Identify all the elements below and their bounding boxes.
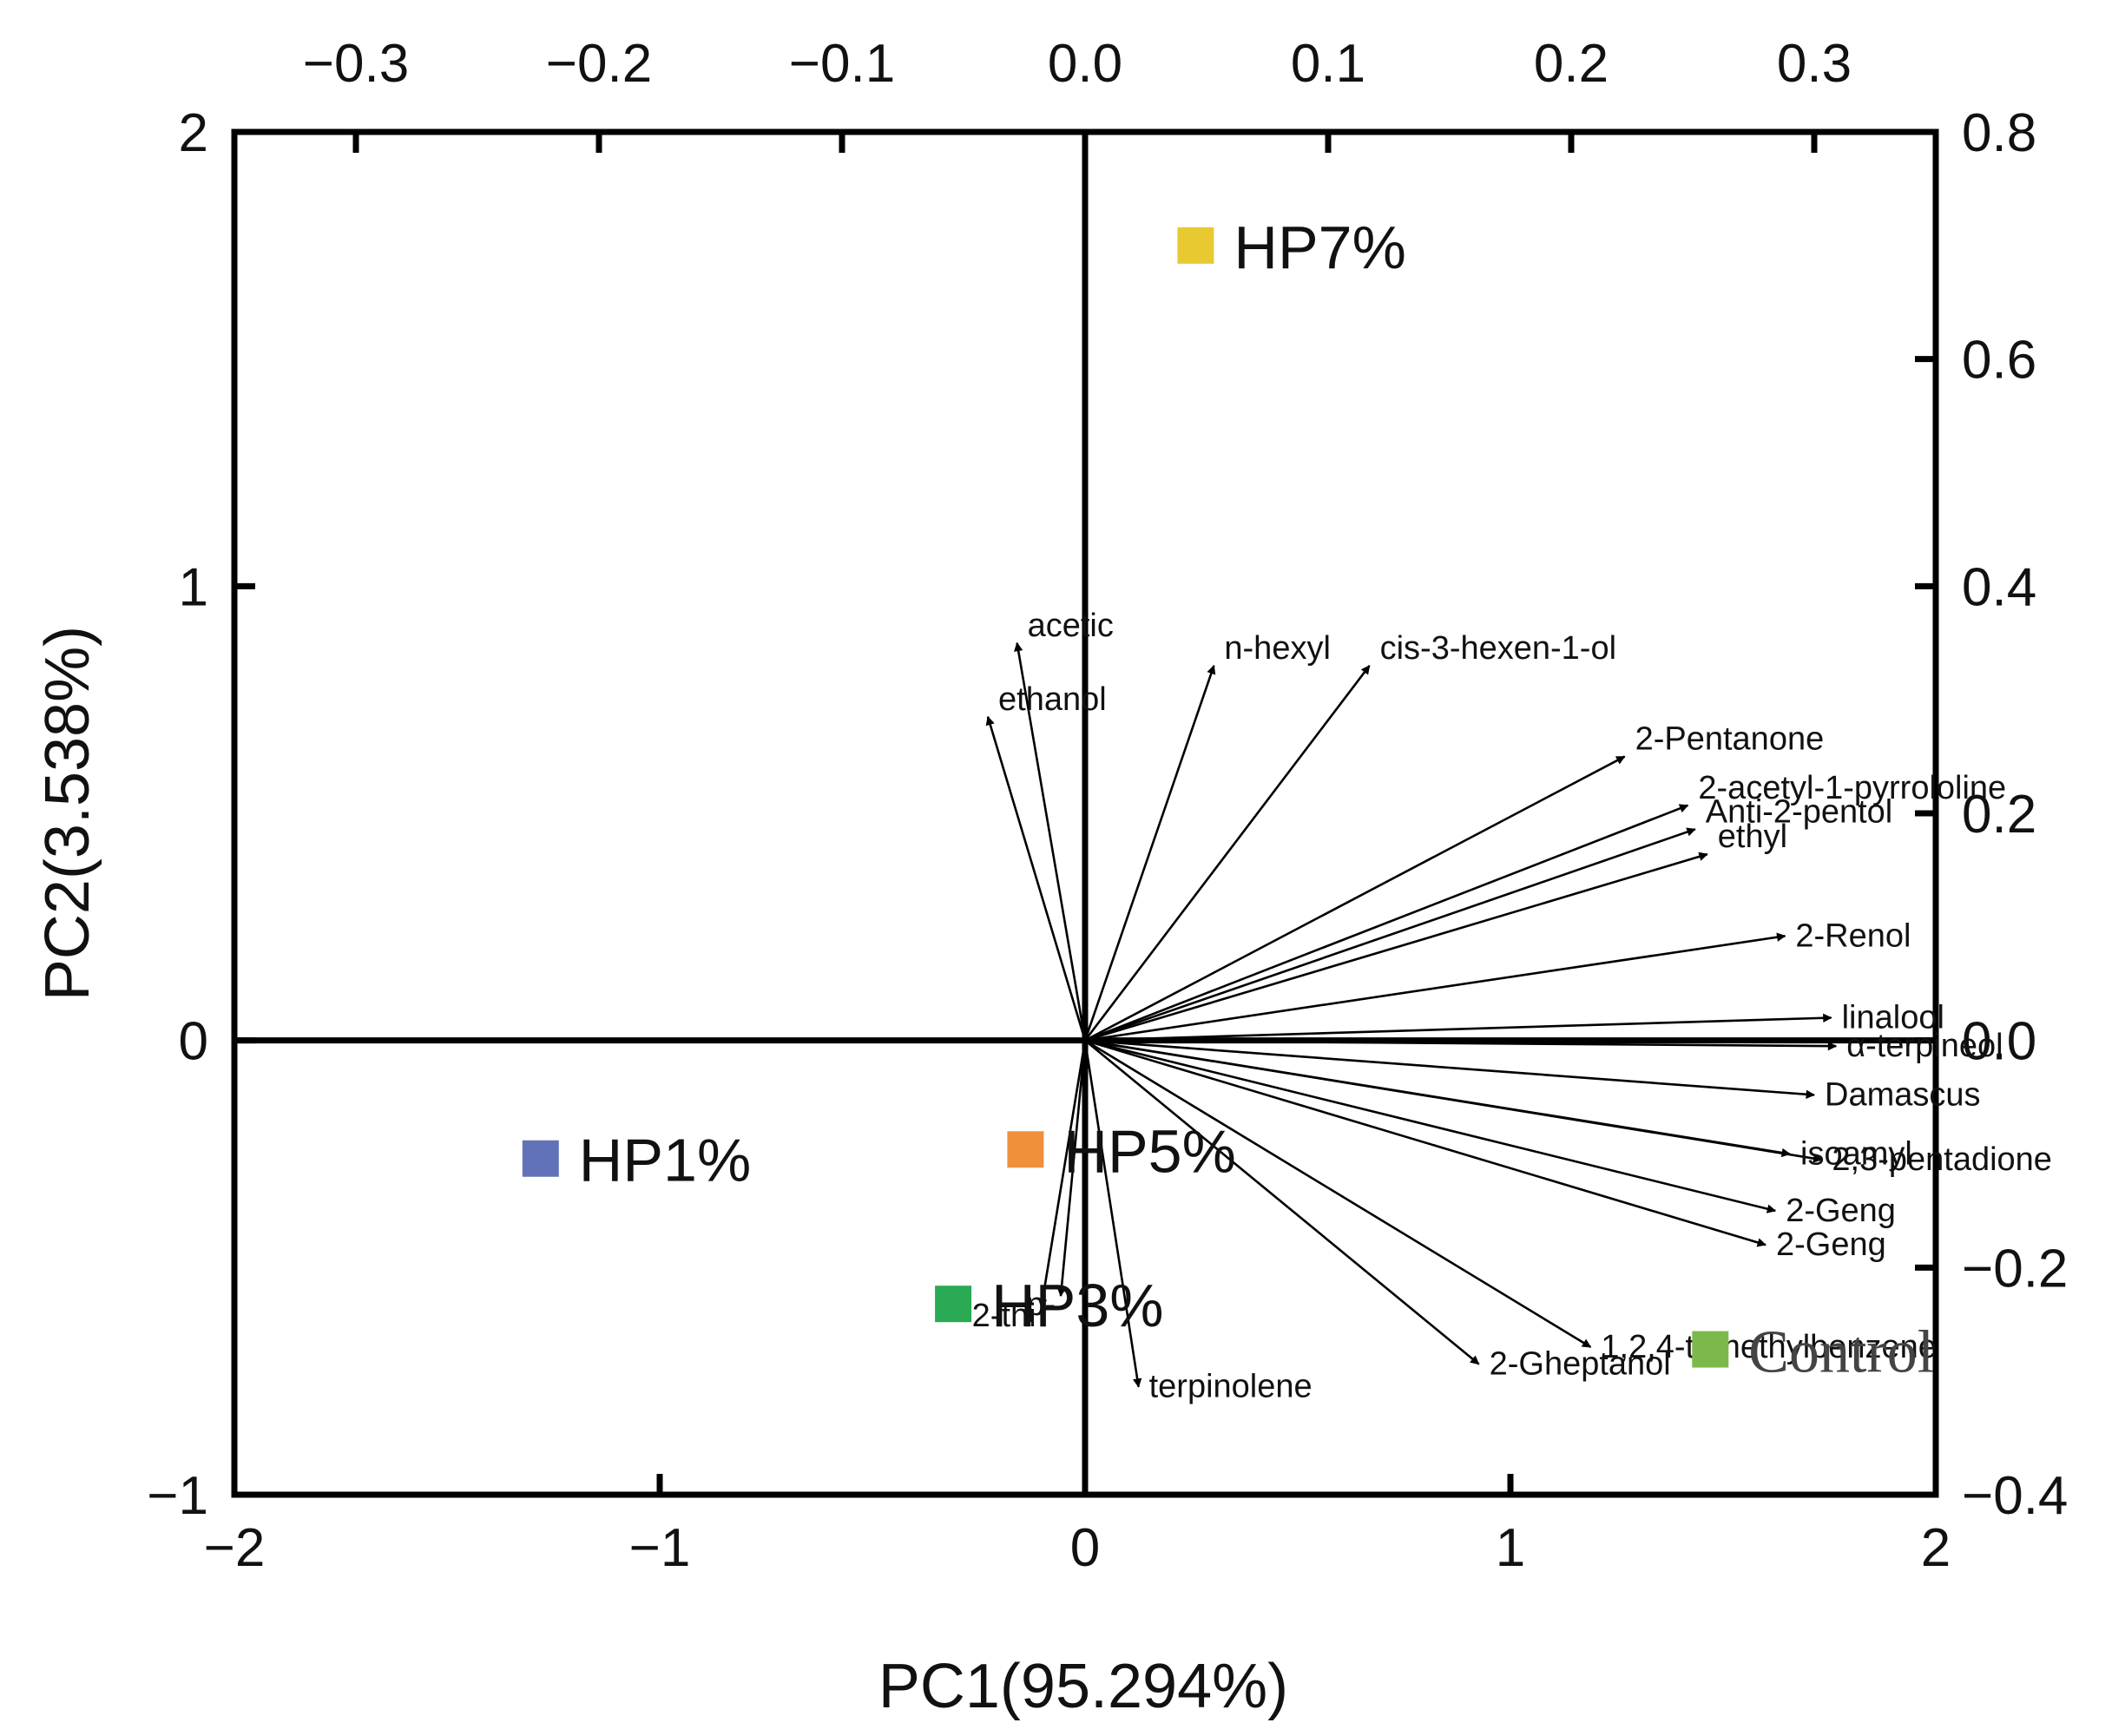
- loading-label: ethanol: [998, 681, 1107, 718]
- sample-label: HP3%: [991, 1272, 1163, 1339]
- top-x-tick-label: 0.2: [1534, 34, 1609, 94]
- right-y-tick-label: −0.4: [1962, 1466, 2068, 1526]
- loading-label: acetic: [1028, 608, 1114, 644]
- sample-points: HP1% HP5% HP3% HP7% Control: [522, 214, 1934, 1386]
- sample-label: HP5%: [1063, 1117, 1235, 1185]
- sample-label: HP1%: [579, 1127, 751, 1194]
- loading-label: p-: [1026, 1286, 1056, 1323]
- loading-arrow: [1084, 1039, 1592, 1349]
- loading-arrow: [1084, 1039, 1838, 1051]
- loading-arrow: [1083, 664, 1216, 1042]
- right-y-tick-label: 0.2: [1962, 785, 2036, 845]
- loading-label: cis-3-hexen-1-ol: [1380, 630, 1616, 667]
- y-tick-label: 2: [179, 103, 208, 163]
- loading-label: Damascus: [1825, 1076, 1981, 1113]
- y-tick-label: 0: [179, 1012, 208, 1072]
- sample-label: Control: [1748, 1319, 1934, 1386]
- loading-arrow: [985, 715, 1087, 1042]
- sample-marker: [1007, 1131, 1044, 1168]
- loading-label: 2-thi: [972, 1298, 1036, 1334]
- loading-label: 2-Pentanone: [1635, 721, 1825, 758]
- loading-label: n-hexyl: [1224, 630, 1331, 667]
- loading-label: 2-Gheptanol: [1490, 1346, 1671, 1383]
- loading-arrow: [1083, 665, 1371, 1042]
- loading-label: terpinolene: [1149, 1369, 1312, 1405]
- sample-marker: [1177, 227, 1214, 264]
- sample-marker: [522, 1140, 559, 1177]
- sample-label: HP7%: [1234, 214, 1405, 281]
- loading-arrow: [1084, 852, 1708, 1042]
- x-tick-label: 0: [1070, 1518, 1100, 1578]
- loading-label: Anti-2-pentol: [1706, 793, 1892, 830]
- sample-marker: [1692, 1331, 1729, 1368]
- loading-arrow: [1084, 1039, 1777, 1213]
- loading-label: α-terpineol: [1846, 1028, 2003, 1064]
- right-y-tick-label: −0.2: [1962, 1239, 2068, 1299]
- top-x-tick-label: −0.2: [546, 34, 652, 94]
- y-tick-label: −1: [147, 1466, 208, 1526]
- x-axis-title: PC1(95.294%): [878, 1652, 1288, 1721]
- loading-label: isoamyl: [1800, 1136, 1912, 1173]
- y-tick-label: 1: [179, 557, 208, 617]
- top-x-tick-label: −0.1: [789, 34, 895, 94]
- right-y-tick-label: 0.4: [1962, 557, 2036, 617]
- top-x-tick-label: 0.3: [1777, 34, 1852, 94]
- loading-arrow: [1083, 1040, 1142, 1388]
- right-y-tick-label: 0.6: [1962, 331, 2036, 391]
- loading-arrow: [1056, 1040, 1087, 1298]
- right-y-tick-label: 0.0: [1962, 1012, 2036, 1072]
- y-axis-title: PC2(3.538%): [33, 626, 102, 1001]
- loading-label: ethyl: [1718, 819, 1787, 855]
- top-x-tick-label: −0.3: [303, 34, 409, 94]
- loading-arrow: [1084, 1039, 1816, 1099]
- loading-label: 2,3-pentadione: [1832, 1141, 2052, 1178]
- x-tick-label: 1: [1496, 1518, 1525, 1578]
- loading-arrow: [1084, 932, 1786, 1042]
- x-tick-label: −2: [204, 1518, 266, 1578]
- sample-marker: [935, 1286, 972, 1323]
- loading-label: 1,2,4-trimethylbenzene: [1601, 1329, 1937, 1365]
- loading-label: linalool: [1842, 1000, 1944, 1036]
- loading-label: 2-Geng: [1776, 1226, 1886, 1263]
- loading-vectors: acetic ethanol n-hexyl cis-3-hexen-1-ol 2-Pe…: [972, 608, 2052, 1405]
- loading-arrow: [1084, 1013, 1832, 1042]
- loading-arrow: [1084, 1039, 1480, 1365]
- loading-label: 2-Renol: [1795, 917, 1911, 954]
- loading-arrow: [1084, 804, 1689, 1042]
- loading-arrow: [1084, 827, 1696, 1042]
- loading-arrow: [1084, 1039, 1792, 1158]
- loading-arrow: [1014, 641, 1087, 1041]
- x-tick-label: −1: [629, 1518, 691, 1578]
- loading-label: 2-Geng: [1786, 1193, 1896, 1229]
- right-y-tick-label: 0.8: [1962, 103, 2036, 163]
- x-tick-label: 2: [1921, 1518, 1951, 1578]
- loading-label: 2-acetyl-1-pyrrololine: [1698, 770, 2006, 806]
- top-x-tick-label: 0.0: [1048, 34, 1122, 94]
- loading-arrow: [1037, 1040, 1087, 1309]
- loading-arrow: [1084, 1039, 1766, 1247]
- top-x-tick-label: 0.1: [1291, 34, 1365, 94]
- loading-arrow: [1084, 755, 1626, 1042]
